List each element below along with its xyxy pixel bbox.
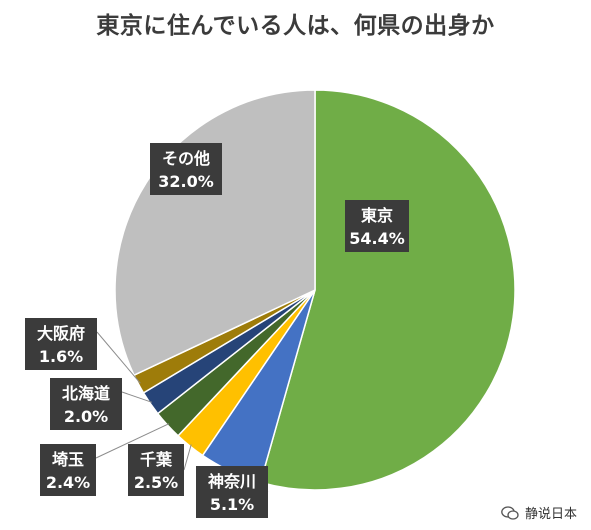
- slice-label-value: 1.6%: [39, 347, 83, 366]
- slice-label-box: [50, 378, 122, 430]
- slice-label-box: [196, 466, 268, 518]
- slice-label-box: [345, 200, 409, 252]
- leader-line: [183, 444, 192, 471]
- slice-label-name: 神奈川: [208, 472, 256, 491]
- slice-label-name: 東京: [361, 206, 393, 225]
- chart-title: 東京に住んでいる人は、何県の出身か: [96, 13, 495, 39]
- wechat-icon: [501, 505, 519, 520]
- leader-line: [96, 331, 141, 384]
- slice-label-value: 2.0%: [64, 407, 108, 426]
- slice-label-name: 大阪府: [37, 324, 85, 343]
- slice-label-value: 2.5%: [134, 473, 178, 492]
- slice-label: 埼玉 2.4%: [40, 444, 96, 496]
- slice-label-name: 北海道: [62, 384, 110, 403]
- slice-labels: 東京 54.4% 神奈川 5.1% 千葉 2.5% 埼玉 2.4% 北海道 2.0% 大阪府 1.6%…: [25, 143, 409, 518]
- slice-label-name: 埼玉: [52, 450, 84, 469]
- slice-label: 大阪府 1.6%: [25, 318, 97, 370]
- slice-label: その他 32.0%: [150, 143, 222, 195]
- slice-label-box: [25, 318, 97, 370]
- slice-label-value: 32.0%: [158, 172, 214, 191]
- slice-label-value: 54.4%: [349, 229, 405, 248]
- slice-label-value: 5.1%: [210, 495, 254, 514]
- watermark-text: 静说日本: [524, 507, 577, 522]
- slice-label-box: [150, 143, 222, 195]
- slice-label-name: その他: [162, 149, 210, 168]
- leader-line: [95, 423, 170, 459]
- leader-line: [121, 391, 153, 403]
- pie-slice: [259, 89, 516, 491]
- slice-label: 北海道 2.0%: [50, 378, 122, 430]
- watermark: 静说日本: [501, 503, 577, 522]
- slice-label-value: 2.4%: [46, 473, 90, 492]
- slice-label-box: [128, 444, 184, 496]
- slice-label-box: [40, 444, 96, 496]
- slice-label: 神奈川 5.1%: [196, 466, 268, 518]
- slice-label-name: 千葉: [140, 450, 173, 469]
- slice-label: 東京 54.4%: [345, 200, 409, 252]
- slice-label: 千葉 2.5%: [128, 444, 184, 496]
